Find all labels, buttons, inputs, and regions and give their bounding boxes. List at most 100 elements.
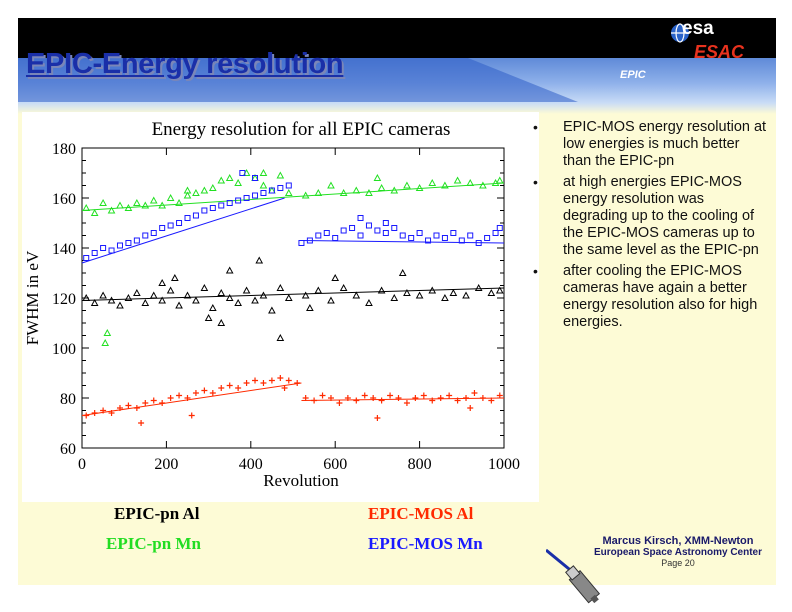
data-point [495, 286, 504, 294]
x-tick-label: 800 [408, 456, 432, 473]
x-axis-label: Revolution [263, 471, 339, 490]
y-tick-label: 80 [60, 391, 76, 408]
data-point [365, 188, 373, 196]
data-point [374, 415, 381, 421]
data-point [218, 385, 225, 391]
data-point [357, 232, 364, 239]
data-point [277, 185, 284, 191]
data-point [479, 181, 487, 189]
data-point [252, 192, 259, 199]
data-point [100, 407, 107, 414]
data-point [395, 395, 402, 401]
data-point [301, 191, 310, 199]
data-point [260, 190, 267, 196]
esac-logo-text: ESAC [694, 42, 745, 62]
data-point [390, 293, 399, 301]
y-tick-label: 120 [52, 291, 76, 308]
y-tick-label: 140 [52, 241, 76, 258]
data-point [428, 178, 437, 186]
data-point [217, 288, 226, 296]
data-point [277, 375, 284, 381]
data-point [344, 395, 351, 401]
data-point [158, 201, 167, 209]
data-point [259, 168, 268, 176]
energy-resolution-chart: Energy resolution for all EPIC cameras 0 2… [23, 119, 520, 490]
data-point [433, 232, 440, 239]
data-point [239, 170, 246, 176]
data-point [353, 397, 360, 404]
data-point [298, 240, 305, 246]
slide: EPIC-Energy resolution esa ESAC EPIC Ene… [18, 18, 778, 604]
data-point [467, 232, 474, 239]
data-point [339, 188, 348, 196]
data-point [107, 296, 116, 304]
data-point [441, 181, 449, 189]
data-point [471, 390, 478, 396]
data-point [425, 237, 432, 244]
data-point [340, 227, 347, 234]
data-point [83, 255, 90, 261]
data-point [450, 230, 457, 236]
data-point [259, 181, 268, 189]
data-point [458, 237, 465, 244]
data-point [226, 200, 233, 206]
footer: Marcus Kirsch, XMM-Newton European Space… [578, 535, 778, 568]
data-point [252, 175, 259, 181]
data-point [276, 283, 285, 291]
data-point [208, 183, 217, 191]
data-point [446, 392, 453, 399]
data-point [339, 283, 348, 291]
data-point [170, 273, 179, 281]
data-point [281, 385, 288, 391]
x-tick-label: 1000 [488, 456, 520, 473]
data-point [166, 193, 175, 201]
data-point [378, 397, 385, 404]
data-point [314, 188, 323, 196]
data-point [124, 293, 133, 301]
data-point [441, 293, 449, 301]
data-point [150, 397, 157, 404]
data-point [184, 395, 191, 401]
data-point [141, 201, 150, 209]
data-point [496, 392, 503, 399]
data-point [268, 187, 275, 194]
data-point [184, 215, 191, 221]
data-point [479, 395, 486, 401]
data-point [475, 240, 482, 246]
data-point [91, 250, 98, 256]
data-point [116, 405, 123, 411]
trend-line [81, 287, 505, 301]
data-point [327, 395, 334, 401]
data-point [391, 225, 398, 231]
data-point [235, 197, 242, 204]
page-title: EPIC-Energy resolution [26, 48, 344, 80]
data-point [243, 380, 250, 386]
data-point [149, 196, 158, 204]
data-point [474, 283, 483, 291]
xmm-satellite-icon [546, 548, 601, 604]
data-point [327, 296, 335, 304]
data-point [403, 400, 410, 406]
x-tick-label: 400 [239, 456, 263, 473]
data-point [125, 240, 132, 246]
bullet-text: EPIC-MOS energy resolution at low energi… [563, 119, 767, 169]
esa-logo-icon [671, 23, 689, 43]
data-point [183, 186, 192, 194]
data-point [302, 395, 309, 401]
footer-author: Marcus Kirsch, XMM-Newton [602, 535, 754, 547]
data-point [116, 201, 124, 209]
data-point [268, 306, 276, 314]
data-point [327, 181, 335, 189]
data-point [323, 230, 330, 236]
trend-line [301, 397, 505, 401]
data-point [495, 176, 504, 184]
data-point [138, 420, 145, 426]
header-wedge-shape [18, 58, 578, 102]
data-point [82, 293, 91, 301]
data-point [382, 230, 389, 236]
data-point [259, 291, 268, 299]
data-point [429, 397, 436, 404]
data-point [306, 303, 314, 311]
data-point [175, 198, 183, 206]
data-point [142, 232, 149, 239]
